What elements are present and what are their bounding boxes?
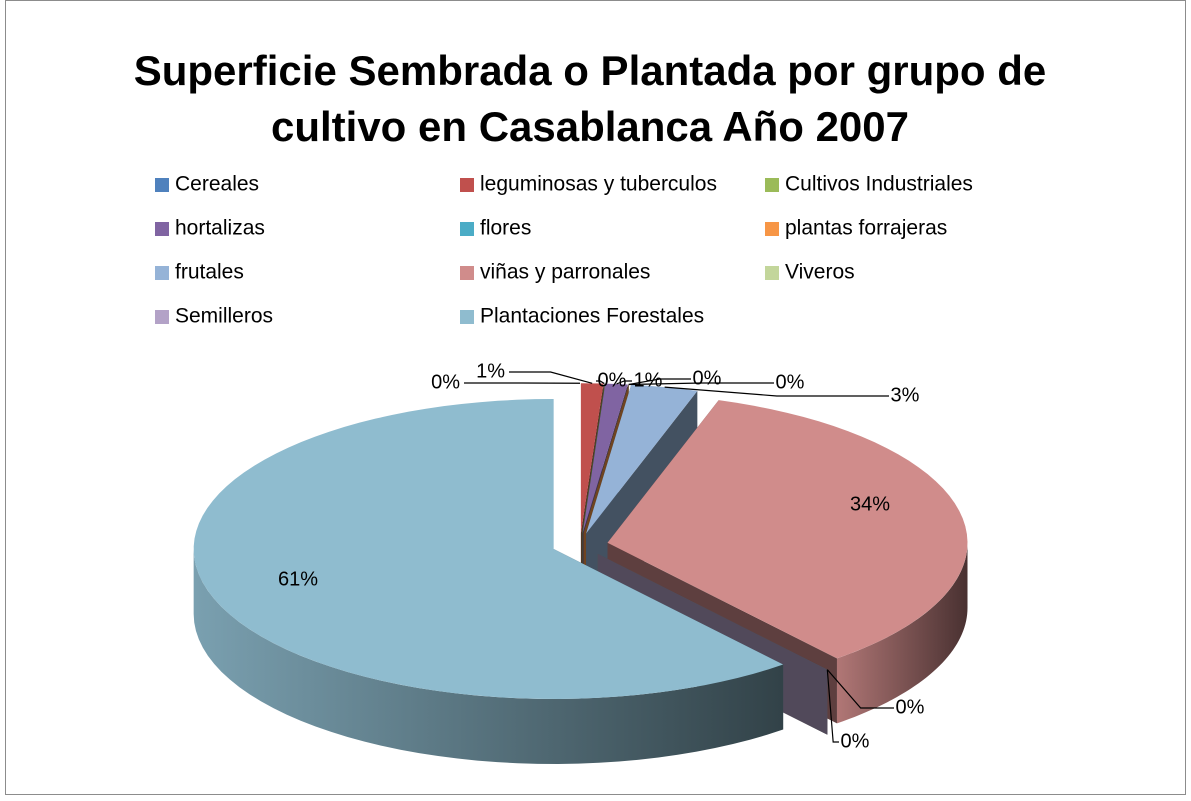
data-label: 0% <box>896 696 925 718</box>
data-label: 3% <box>891 384 920 406</box>
legend-label: Plantaciones Forestales <box>480 305 704 328</box>
legend-label: leguminosas y tuberculos <box>480 173 717 196</box>
data-label: 0% <box>693 367 722 389</box>
legend-label: plantas forrajeras <box>785 217 947 240</box>
title-line: Superficie Sembrada o Plantada por grupo… <box>134 47 1047 94</box>
legend-swatch <box>155 178 169 192</box>
legend-label: hortalizas <box>175 217 265 240</box>
data-label: 0% <box>431 371 460 393</box>
data-label: 0% <box>841 730 870 752</box>
legend-swatch <box>460 266 474 280</box>
data-label: 0% <box>776 371 805 393</box>
legend-swatch <box>765 266 779 280</box>
legend-swatch <box>460 178 474 192</box>
legend-label: Cereales <box>175 173 259 196</box>
legend-swatch <box>155 266 169 280</box>
data-label: 61% <box>278 568 318 590</box>
legend-label: flores <box>480 217 531 240</box>
legend-swatch <box>460 310 474 324</box>
legend-swatch <box>155 310 169 324</box>
legend-label: viñas y parronales <box>480 261 650 284</box>
data-label: 0% <box>598 369 627 391</box>
legend-label: frutales <box>175 261 244 284</box>
data-label: 1% <box>476 360 505 382</box>
legend-label: Cultivos Industriales <box>785 173 973 196</box>
legend-label: Viveros <box>785 261 855 284</box>
title-line: cultivo en Casablanca Año 2007 <box>271 103 909 150</box>
legend-swatch <box>155 222 169 236</box>
legend-swatch <box>765 178 779 192</box>
data-label: 34% <box>850 493 890 515</box>
legend-swatch <box>460 222 474 236</box>
data-label: 1% <box>634 369 663 391</box>
legend-label: Semilleros <box>175 305 273 328</box>
legend-swatch <box>765 222 779 236</box>
